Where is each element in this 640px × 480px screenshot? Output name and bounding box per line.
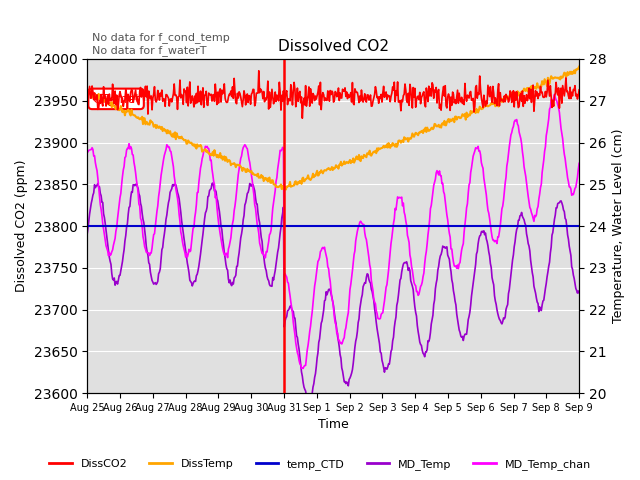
Title: Dissolved CO2: Dissolved CO2: [278, 38, 388, 54]
Y-axis label: Temperature, Water Level (cm): Temperature, Water Level (cm): [612, 129, 625, 324]
Legend: DissCO2, DissTemp, temp_CTD, MD_Temp, MD_Temp_chan: DissCO2, DissTemp, temp_CTD, MD_Temp, MD…: [45, 455, 595, 474]
X-axis label: Time: Time: [317, 419, 349, 432]
Text: No data for f_cond_temp
No data for f_waterT: No data for f_cond_temp No data for f_wa…: [92, 32, 230, 56]
Y-axis label: Dissolved CO2 (ppm): Dissolved CO2 (ppm): [15, 160, 28, 292]
Text: GT_met: GT_met: [92, 92, 140, 106]
